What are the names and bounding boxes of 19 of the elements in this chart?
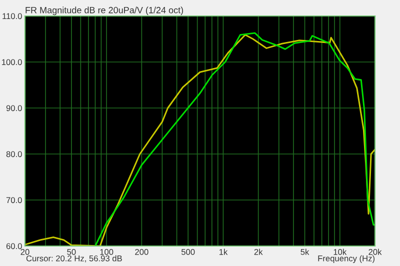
y-tick-label: 70.0 [6,197,22,204]
y-tick-label: 100.0 [2,59,22,66]
x-tick-label: 50 [67,249,76,255]
x-tick-label: 10k [334,248,347,255]
x-tick-label: 1k [219,248,228,255]
x-tick-label: 5k [300,248,310,255]
x-tick-label: 20k [368,248,382,255]
x-tick-label: 20 [20,249,30,255]
text: Cursor: 20.2 Hz, 56.93 dB [26,255,122,262]
y-tick-label: 110.0 [2,13,22,20]
x-tick-label: 100 [100,249,114,255]
x-tick-label: 200 [135,249,148,255]
y-tick-label: 90.0 [6,105,22,112]
y-tick-label: 60.0 [6,243,22,250]
x-tick-label: 500 [181,249,195,255]
chart-title: FR Magnitude dB re 20uPa/V (1/24 oct) [26,6,184,16]
x-tick-label: 2k [254,248,263,255]
y-tick-label: 80.0 [6,151,22,158]
x-axis-title: Frequency (Hz) [318,255,374,263]
